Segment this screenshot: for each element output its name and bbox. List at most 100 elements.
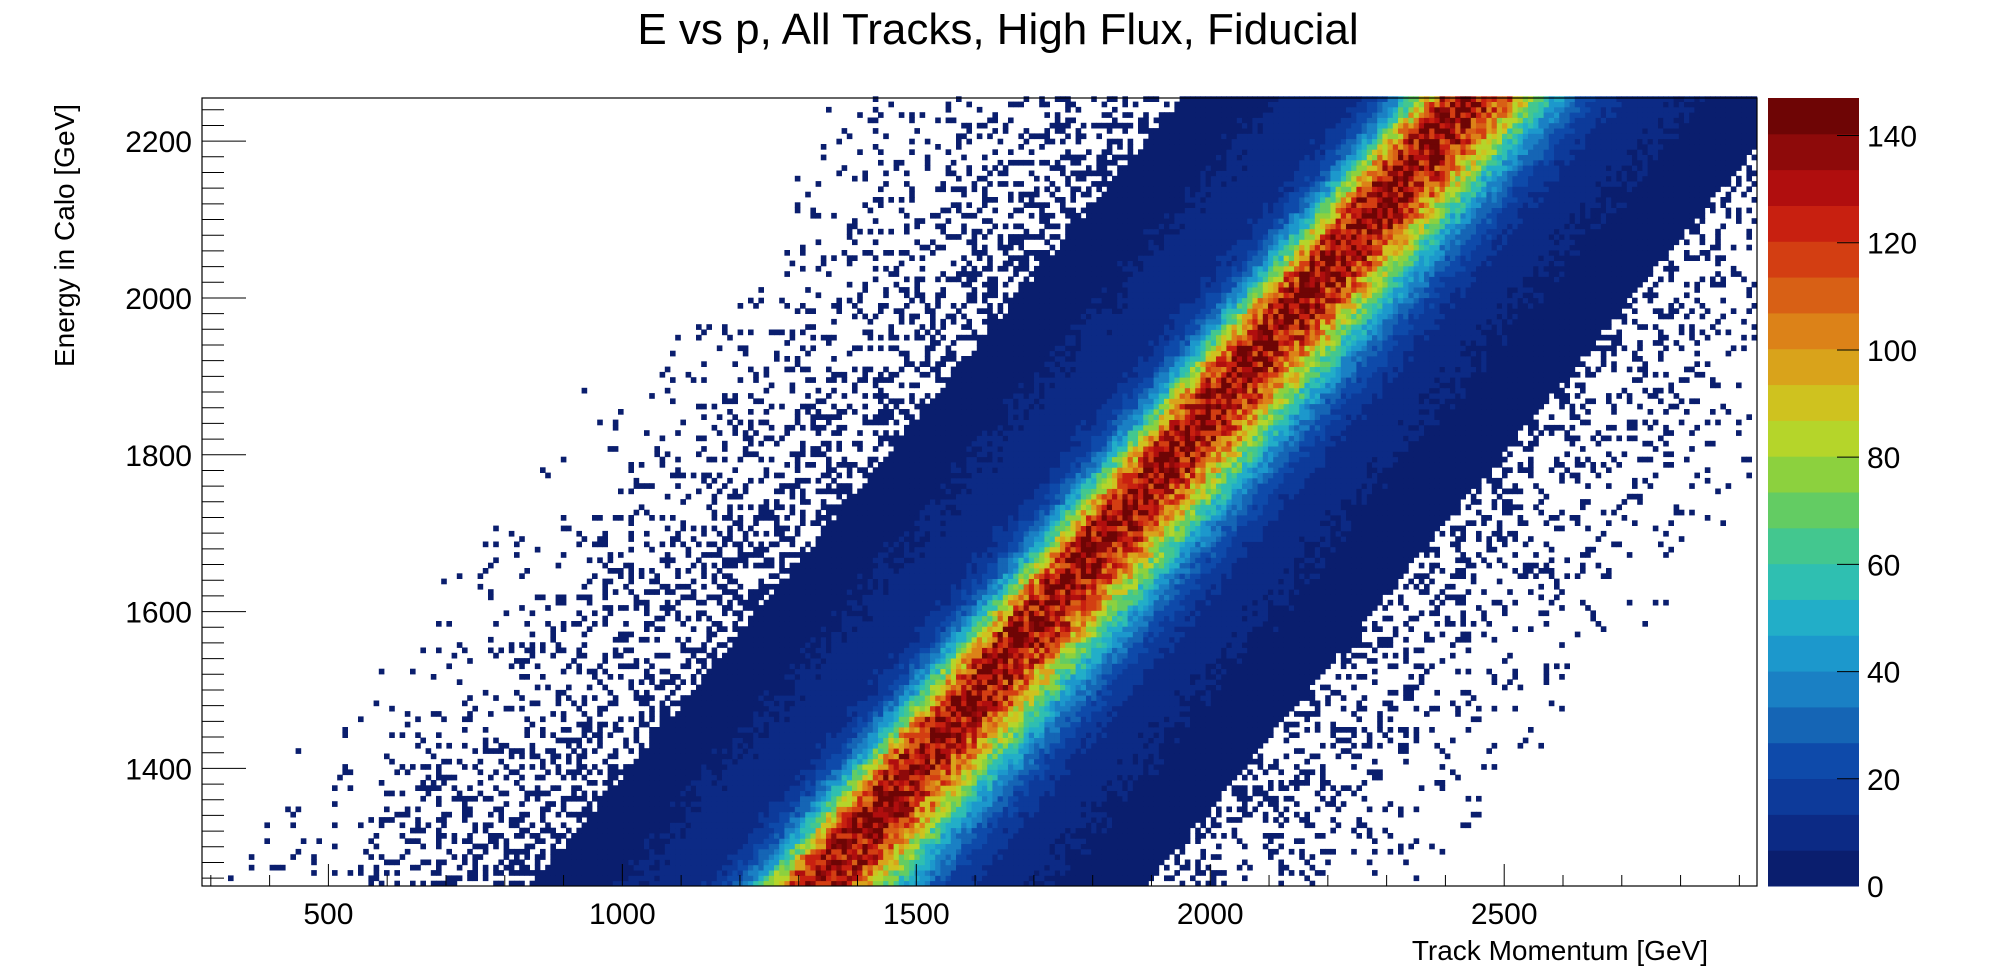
heatmap-cell (1101, 859, 1108, 866)
heatmap-cell (1169, 774, 1175, 781)
heatmap-cell (1210, 748, 1217, 754)
heatmap-cell (680, 758, 686, 765)
heatmap-cell (1242, 795, 1248, 802)
heatmap-cell (1216, 758, 1222, 765)
heatmap-cell (987, 705, 993, 712)
heatmap-cell (753, 870, 759, 876)
heatmap-cell (805, 843, 811, 850)
heatmap-cell (1002, 817, 1009, 823)
heatmap-cell (950, 705, 957, 712)
heatmap-cell (618, 780, 624, 786)
heatmap-cell (966, 870, 972, 876)
heatmap-cell (1184, 801, 1191, 807)
heatmap-cell (1392, 705, 1399, 712)
heatmap-cell (815, 854, 822, 860)
heatmap-cell (935, 859, 941, 866)
heatmap-cell (1106, 727, 1113, 733)
heatmap-cell (280, 864, 286, 871)
heatmap-cell (784, 854, 790, 860)
heatmap-cell (763, 848, 770, 855)
heatmap-cell (1112, 727, 1118, 733)
heatmap-cell (727, 721, 733, 728)
heatmap-cell (737, 795, 744, 802)
heatmap-cell (1117, 864, 1123, 871)
heatmap-cell (1231, 742, 1238, 749)
heatmap-cell (1101, 875, 1108, 882)
heatmap-cell (898, 753, 905, 760)
heatmap-cell (670, 780, 676, 786)
heatmap-cell (867, 859, 874, 866)
heatmap-cell (711, 748, 718, 754)
heatmap-cell (883, 769, 889, 776)
heatmap-cell (1221, 737, 1227, 744)
heatmap-cell (930, 711, 936, 717)
heatmap-cell (763, 833, 770, 839)
heatmap-cell (727, 811, 733, 818)
heatmap-cell (779, 727, 785, 733)
heatmap-cell (1190, 785, 1196, 791)
heatmap-cell (384, 790, 390, 797)
heatmap-cell (1200, 785, 1206, 791)
heatmap-cell (940, 758, 946, 765)
heatmap-cell (805, 721, 811, 728)
heatmap-cell (503, 742, 510, 749)
heatmap-cell (1236, 769, 1243, 776)
heatmap-cell (680, 864, 686, 871)
heatmap-cell (633, 843, 640, 850)
heatmap-cell (1028, 811, 1035, 818)
heatmap-cell (1184, 780, 1191, 786)
heatmap-cell (399, 764, 406, 770)
heatmap-cell (1091, 700, 1097, 707)
heatmap-cell (690, 785, 697, 791)
heatmap-cell (472, 870, 478, 876)
heatmap-cell (826, 780, 832, 786)
heatmap-cell (649, 785, 655, 791)
heatmap-cell (966, 801, 972, 807)
heatmap-cell (784, 753, 790, 760)
heatmap-cell (1049, 711, 1056, 717)
heatmap-cell (1278, 716, 1284, 723)
heatmap-cell (1065, 801, 1071, 807)
heatmap-cell (1122, 801, 1128, 807)
heatmap-cell (1132, 864, 1139, 871)
heatmap-cell (685, 827, 692, 834)
heatmap-cell (384, 753, 390, 760)
heatmap-cell (1008, 870, 1014, 876)
heatmap-cell (872, 742, 879, 749)
heatmap-cell (758, 732, 764, 738)
heatmap-cell (685, 769, 692, 776)
heatmap-cell (800, 732, 806, 738)
heatmap-cell (664, 843, 671, 850)
heatmap-cell (1096, 838, 1102, 844)
heatmap-cell (1122, 827, 1128, 834)
heatmap-cell (924, 854, 931, 860)
heatmap-cell (716, 758, 723, 765)
heatmap-cell (976, 790, 983, 797)
heatmap-cell (436, 838, 442, 844)
heatmap-cell (1060, 769, 1066, 776)
heatmap-cell (1138, 705, 1144, 712)
heatmap-cell (904, 833, 910, 839)
heatmap-cell (644, 780, 650, 786)
heatmap-cell (571, 774, 577, 781)
heatmap-cell (800, 721, 806, 728)
heatmap-cell (971, 859, 978, 866)
heatmap-cell (758, 827, 764, 834)
heatmap-cell (1075, 817, 1082, 823)
heatmap-cell (956, 870, 962, 876)
heatmap-cell (1273, 795, 1279, 802)
heatmap-cell (659, 864, 666, 871)
heatmap-cell (841, 732, 848, 738)
heatmap-cell (1200, 774, 1206, 781)
heatmap-cell (1117, 848, 1123, 855)
heatmap-cell (592, 822, 598, 829)
heatmap-cell (1320, 780, 1326, 786)
heatmap-cell (784, 727, 790, 733)
heatmap-cell (451, 785, 458, 791)
heatmap-cell (810, 833, 816, 839)
heatmap-cell (831, 705, 837, 712)
heatmap-cell (1070, 827, 1076, 834)
heatmap-cell (228, 875, 234, 882)
heatmap-cell (1054, 753, 1061, 760)
heatmap-cell (924, 864, 931, 871)
